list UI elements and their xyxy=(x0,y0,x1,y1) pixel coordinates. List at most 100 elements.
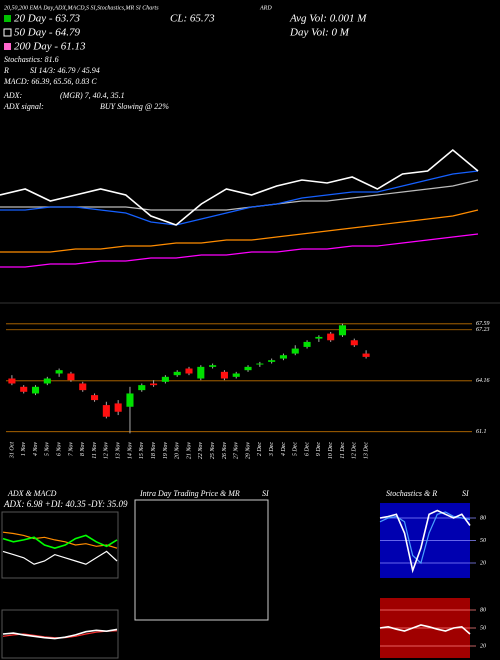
y-tick-label: 50 xyxy=(480,625,486,631)
candle-body xyxy=(161,376,169,382)
candle-body xyxy=(338,325,347,336)
series-line xyxy=(0,209,479,253)
x-tick-label: 5 Nov xyxy=(45,442,51,457)
candle-body xyxy=(102,405,110,417)
candle-body xyxy=(303,341,311,347)
adx-signal: BUY Slowing @ 22% xyxy=(100,102,169,111)
x-tick-label: 2 Dec xyxy=(257,442,263,456)
series-line xyxy=(0,148,479,226)
y-tick-label: 50 xyxy=(480,538,486,544)
candle-body xyxy=(362,353,370,357)
x-tick-label: 10 Dec xyxy=(328,442,334,459)
x-tick-label: 11 Dec xyxy=(340,442,346,459)
x-tick-label: 27 Nov xyxy=(234,442,240,460)
x-tick-label: 12 Dec xyxy=(352,442,358,459)
series-line xyxy=(0,233,479,268)
candle-body xyxy=(268,360,276,362)
candle-body xyxy=(244,366,252,371)
candle-body xyxy=(8,378,16,384)
avg-vol: Avg Vol: 0.001 M xyxy=(289,13,367,25)
macd: MACD: 66.39, 65.56, 0.83 C xyxy=(3,77,97,86)
candle-body xyxy=(291,348,299,354)
candle-body xyxy=(126,393,134,407)
x-tick-label: 18 Nov xyxy=(151,442,157,460)
candle-body xyxy=(55,370,63,374)
series-line xyxy=(2,534,118,550)
candle-body xyxy=(67,373,75,381)
panel-subtitle: ADX: 6.98 +DI: 40.35 -DY: 35.09 xyxy=(3,499,128,509)
x-tick-label: 25 Nov xyxy=(210,442,216,460)
panel-title-suffix: SI xyxy=(262,489,269,498)
x-tick-label: 31 Oct xyxy=(9,442,15,459)
candle-body xyxy=(197,366,205,379)
adx: (MGR) 7, 40.4, 35.1 xyxy=(60,91,125,100)
panel-title: Stochastics & R xyxy=(386,489,437,498)
candle-body xyxy=(138,385,146,391)
x-tick-label: 20 Nov xyxy=(175,442,181,460)
x-tick-label: 13 Nov xyxy=(116,442,122,460)
ma50: 50 Day - 64.79 xyxy=(14,27,80,39)
candle-body xyxy=(20,386,28,392)
x-tick-label: 29 Nov xyxy=(245,442,251,460)
ticker: ARD xyxy=(259,5,272,11)
series-line xyxy=(379,624,471,635)
x-tick-label: 19 Nov xyxy=(163,442,169,460)
adx-signal-label: ADX signal: xyxy=(3,102,44,111)
legend-swatch xyxy=(4,15,11,22)
candle-body xyxy=(256,363,264,365)
candle-body xyxy=(43,378,51,384)
x-tick-label: 12 Nov xyxy=(104,442,110,460)
ma20: 20 Day - 63.73 xyxy=(14,13,80,25)
x-tick-label: 6 Nov xyxy=(57,442,63,457)
x-tick-label: 15 Nov xyxy=(139,442,145,460)
x-tick-label: 11 Nov xyxy=(92,442,98,459)
candle-body xyxy=(91,395,99,401)
y-tick-label: 67.59 xyxy=(476,321,490,327)
candle-body xyxy=(279,355,287,359)
x-tick-label: 22 Nov xyxy=(198,442,204,460)
x-tick-label: 26 Nov xyxy=(222,442,228,460)
panel-title-suffix: SI xyxy=(462,489,469,498)
candle-body xyxy=(150,383,158,386)
panel-frame xyxy=(1,609,119,659)
y-tick-label: 80 xyxy=(480,515,486,521)
panel-title: Intra Day Trading Price & MR xyxy=(139,489,240,498)
candle-body xyxy=(220,371,228,379)
candle-body xyxy=(350,340,358,346)
stochastics: Stochastics: 81.6 xyxy=(4,55,59,64)
x-tick-label: 8 Nov xyxy=(80,442,86,457)
x-tick-label: 1 Nov xyxy=(21,442,27,457)
candle-body xyxy=(185,368,193,374)
x-tick-label: 7 Nov xyxy=(68,442,74,457)
y-tick-label: 67.23 xyxy=(476,327,490,333)
candle-body xyxy=(327,333,335,341)
x-tick-label: 9 Dec xyxy=(316,442,322,456)
series-line xyxy=(2,531,118,549)
panel-frame xyxy=(134,499,269,621)
x-tick-label: 21 Nov xyxy=(186,442,192,460)
adx-label: ADX: xyxy=(3,91,23,100)
series-line xyxy=(2,628,118,640)
candle-body xyxy=(114,403,122,412)
y-tick-label: 61.1 xyxy=(476,429,487,435)
legend-swatch xyxy=(4,43,11,50)
x-tick-label: 4 Dec xyxy=(280,442,287,456)
legend-swatch xyxy=(3,28,12,37)
candle-body xyxy=(209,365,217,367)
ma200: 200 Day - 61.13 xyxy=(14,41,86,53)
panel-frame xyxy=(1,511,119,579)
y-tick-label: 20 xyxy=(480,560,486,566)
series-line xyxy=(0,170,479,226)
candle-body xyxy=(79,383,87,391)
candle-body xyxy=(31,386,40,394)
candle-body xyxy=(173,371,181,376)
series-line xyxy=(2,550,118,565)
panel-title: ADX & MACD xyxy=(7,489,57,498)
x-tick-label: 3 Dec xyxy=(269,442,275,457)
y-tick-label: 80 xyxy=(480,607,486,613)
y-tick-label: 64.16 xyxy=(476,377,490,384)
x-tick-label: 14 Nov xyxy=(126,442,133,460)
rsi: SI 14/3: 46.79 / 45.94 xyxy=(30,66,100,75)
